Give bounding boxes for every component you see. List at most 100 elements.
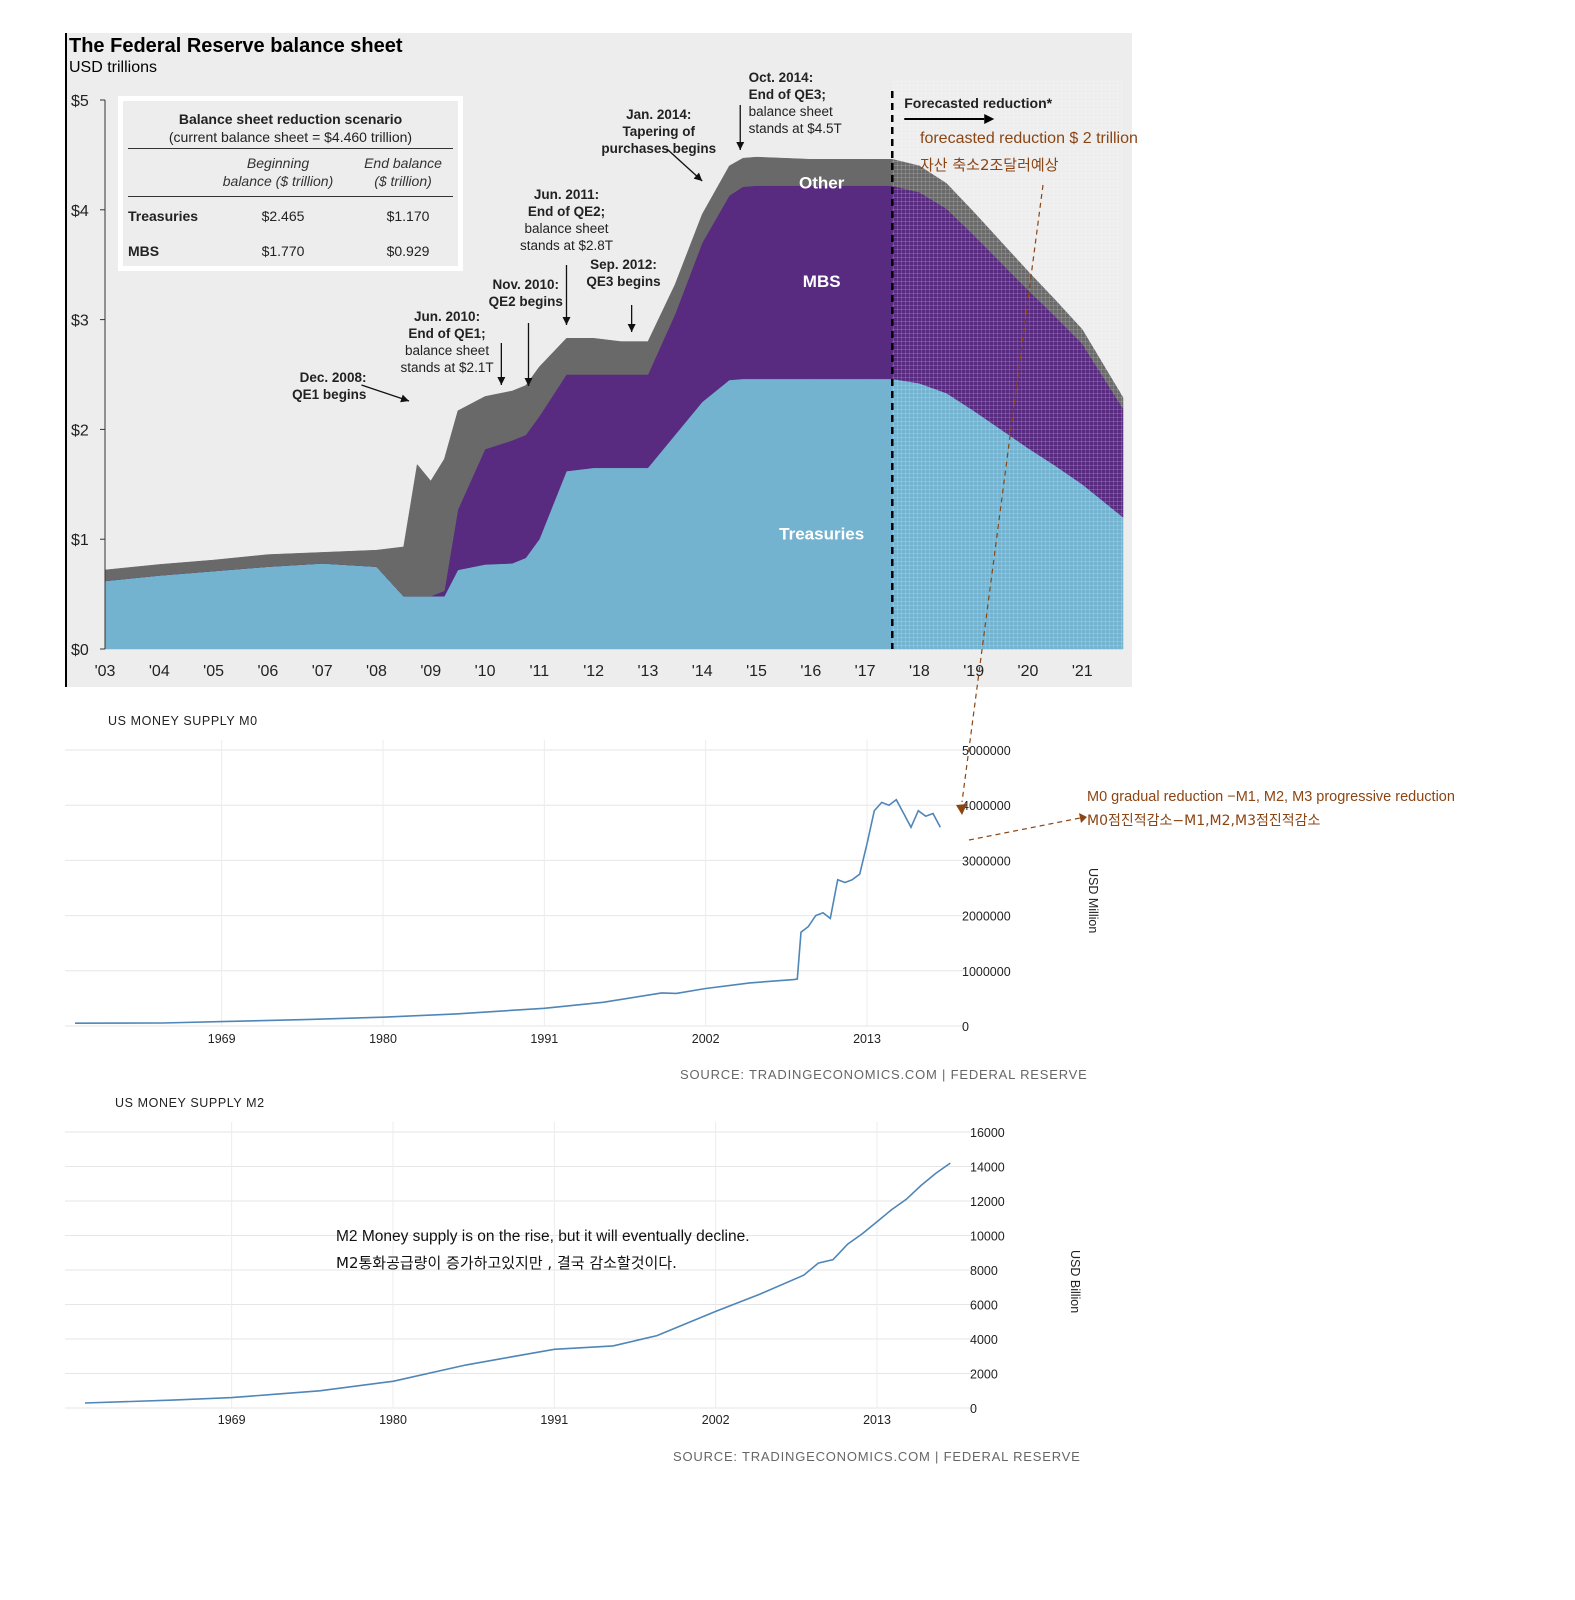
x-tick-label: '04 (149, 663, 170, 680)
row-label-mbs: MBS (128, 243, 160, 259)
annotation-nov2010: Nov. 2010: QE2 begins (489, 277, 563, 309)
row-label-treasuries: Treasuries (128, 208, 199, 224)
col-begin-header-1: Beginning (246, 155, 310, 171)
annotation-line: Jun. 2010: (414, 309, 480, 324)
m0-chart: 0 1000000 2000000 3000000 4000000 5000000 1969… (65, 740, 1011, 1046)
m0-unit-label: USD Million (1086, 868, 1100, 934)
annotation-line: stands at $4.5T (749, 121, 842, 136)
x-tick-label: 2013 (863, 1413, 891, 1427)
y-tick-label: 4000000 (962, 799, 1011, 813)
forecast-arrowhead (984, 114, 995, 124)
annotation-arrow (361, 384, 410, 402)
table-rule (128, 196, 453, 197)
row-value: $1.770 (261, 243, 305, 259)
x-tick-label: '19 (963, 663, 984, 680)
x-tick-label: '20 (1018, 663, 1039, 680)
y-tick-label: $4 (71, 203, 89, 220)
annotation-line: Sep. 2012: (590, 257, 657, 272)
x-tick-label: '11 (530, 663, 550, 680)
annotation-arrowhead (562, 317, 571, 325)
x-tick-label: '13 (638, 663, 659, 680)
y-tick-label: $1 (71, 532, 89, 549)
annotation-line: Oct. 2014: (749, 70, 814, 85)
annotation-jun2010: Jun. 2010: End of QE1; balance sheet stands… (401, 309, 494, 375)
x-tick-label: '16 (800, 663, 821, 680)
y-tick-label: 5000000 (962, 744, 1011, 758)
annotation-line: balance sheet (749, 104, 833, 119)
annotation-line: stands at $2.1T (401, 360, 494, 375)
table-rule (128, 148, 453, 149)
x-tick-label: '12 (583, 663, 604, 680)
annotation-line: Jun. 2011: (534, 187, 599, 202)
y-tick-label: 3000000 (962, 854, 1011, 868)
row-value: $2.465 (261, 208, 305, 224)
annotation-line: Dec. 2008: (300, 370, 367, 385)
y-tick-label: 2000 (970, 1368, 998, 1382)
forecast-note-en: forecasted reduction $ 2 trillion (920, 130, 1138, 147)
x-tick-label: '06 (257, 663, 278, 680)
annotation-line: QE1 begins (292, 387, 366, 402)
chart-subtitle: USD trillions (69, 59, 158, 76)
annotation-line: balance sheet (524, 221, 608, 236)
y-tick-label: 16000 (970, 1126, 1005, 1140)
x-tick-label: '05 (203, 663, 224, 680)
series-line (74, 798, 942, 1024)
m2-chart: 0 2000 4000 6000 8000 10000 12000 14000 16000 196… (65, 1122, 1005, 1427)
annotation-line: End of QE1; (408, 326, 485, 341)
annotation-line: QE3 begins (586, 274, 660, 289)
forecast-note-ko: 자산 축소2조달러예상 (920, 156, 1059, 174)
area-label-treasuries: Treasuries (779, 525, 864, 544)
annotation-line: stands at $2.8T (520, 238, 613, 253)
x-tick-label: '03 (95, 663, 116, 680)
col-end-header-1: End balance (364, 155, 442, 171)
annotation-jan2014: Jan. 2014: Tapering of purchases begins (601, 107, 716, 156)
x-tick-label: 1969 (208, 1032, 236, 1046)
m2-note-en: M2 Money supply is on the rise, but it w… (336, 1228, 750, 1245)
annotation-jun2011: Jun. 2011: End of QE2; balance sheet stands… (520, 187, 613, 253)
m0-note-ko: M0점진적감소−M1,M2,M3점진적감소 (1087, 813, 1321, 829)
col-begin-header-2: balance ($ trillion) (222, 173, 334, 189)
panel-left-border (65, 33, 67, 687)
area-label-mbs: MBS (803, 272, 841, 291)
annotation-line: purchases begins (601, 141, 716, 156)
x-tick-label: '09 (420, 663, 441, 680)
annotation-line: Nov. 2010: (493, 277, 560, 292)
x-tick-label: 1991 (530, 1032, 558, 1046)
annotation-sep2012: Sep. 2012: QE3 begins (586, 257, 660, 289)
y-tick-label: 0 (970, 1402, 977, 1416)
annotation-dec2008: Dec. 2008: QE1 begins (292, 370, 366, 402)
row-value: $1.170 (386, 208, 430, 224)
y-tick-label: 10000 (970, 1230, 1005, 1244)
x-tick-label: 2002 (702, 1413, 730, 1427)
x-tick-label: 1991 (540, 1413, 568, 1427)
x-tick-label: '07 (312, 663, 333, 680)
x-tick-label: '15 (746, 663, 767, 680)
annotation-oct2014: Oct. 2014: End of QE3; balance sheet stands… (749, 70, 842, 136)
y-tick-label: $5 (71, 93, 89, 110)
annotation-line: QE2 begins (489, 294, 563, 309)
annotation-arrowhead (524, 378, 533, 386)
x-tick-label: '10 (475, 663, 496, 680)
annotation-arrowhead (693, 172, 703, 181)
x-tick-label: '21 (1072, 663, 1093, 680)
annotation-line: balance sheet (405, 343, 489, 358)
m2-chart-title: US MONEY SUPPLY M2 (115, 1096, 265, 1110)
x-tick-label: 1980 (369, 1032, 397, 1046)
y-tick-label: $0 (71, 642, 89, 659)
x-tick-label: 1980 (379, 1413, 407, 1427)
x-tick-label: '17 (855, 663, 876, 680)
annotation-arrowhead (497, 377, 506, 385)
m2-note-ko: M2통화공급량이 증가하고있지만 , 결국 감소할것이다. (336, 1254, 677, 1272)
m0-source: SOURCE: TRADINGECONOMICS.COM | FEDERAL R… (680, 1067, 1088, 1082)
y-tick-label: 14000 (970, 1161, 1005, 1175)
x-tick-label: 2002 (692, 1032, 720, 1046)
y-tick-label: 1000000 (962, 965, 1011, 979)
annotation-line: End of QE3; (749, 87, 826, 102)
x-tick-label: 2013 (853, 1032, 881, 1046)
series-line (84, 1162, 951, 1404)
chart-title: The Federal Reserve balance sheet (69, 35, 403, 57)
y-tick-label: 0 (962, 1020, 969, 1034)
y-tick-label: 6000 (970, 1299, 998, 1313)
row-value: $0.929 (386, 243, 430, 259)
x-tick-label: 1969 (218, 1413, 246, 1427)
